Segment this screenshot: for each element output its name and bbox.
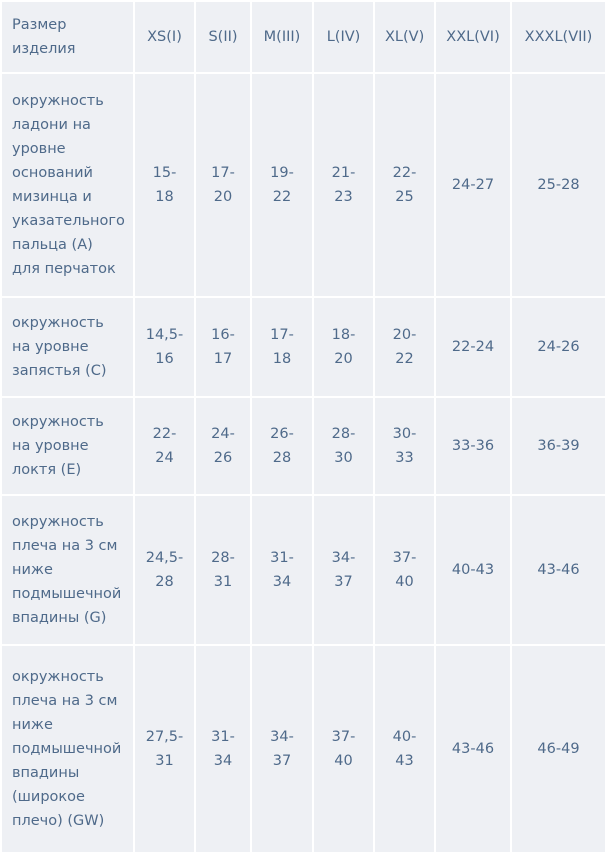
size-value: 37-40 bbox=[312, 644, 375, 854]
header-label: Размер изделия bbox=[0, 0, 135, 74]
table-row: окружность ладони на уровне оснований ми… bbox=[0, 72, 605, 298]
size-value: 22-24 bbox=[434, 296, 512, 398]
size-header: XS(I) bbox=[133, 0, 196, 74]
size-value: 22-25 bbox=[373, 72, 436, 298]
size-value: 20-22 bbox=[373, 296, 436, 398]
row-label: окружность на уровне локтя (E) bbox=[0, 396, 135, 496]
size-value: 24,5-28 bbox=[133, 494, 196, 646]
size-value: 43-46 bbox=[510, 494, 605, 646]
row-label: окружность на уровне запястья (C) bbox=[0, 296, 135, 398]
size-value: 36-39 bbox=[510, 396, 605, 496]
size-value: 27,5-31 bbox=[133, 644, 196, 854]
size-value: 37-40 bbox=[373, 494, 436, 646]
size-value: 24-26 bbox=[194, 396, 252, 496]
size-value: 33-36 bbox=[434, 396, 512, 496]
size-value: 14,5-16 bbox=[133, 296, 196, 398]
size-value: 25-28 bbox=[510, 72, 605, 298]
size-value: 40-43 bbox=[373, 644, 436, 854]
size-value: 31-34 bbox=[194, 644, 252, 854]
size-value: 22-24 bbox=[133, 396, 196, 496]
table-row: окружность на уровне запястья (C) 14,5-16… bbox=[0, 296, 605, 398]
size-value: 18-20 bbox=[312, 296, 375, 398]
size-value: 30-33 bbox=[373, 396, 436, 496]
size-value: 40-43 bbox=[434, 494, 512, 646]
size-value: 26-28 bbox=[250, 396, 314, 496]
size-value: 17-20 bbox=[194, 72, 252, 298]
table-row: окружность на уровне локтя (E) 22-24 24-26… bbox=[0, 396, 605, 496]
size-value: 21-23 bbox=[312, 72, 375, 298]
row-label: окружность ладони на уровне оснований ми… bbox=[0, 72, 135, 298]
size-value: 28-30 bbox=[312, 396, 375, 496]
size-value: 24-27 bbox=[434, 72, 512, 298]
size-value: 34-37 bbox=[250, 644, 314, 854]
size-header: XXL(VI) bbox=[434, 0, 512, 74]
row-label: окружность плеча на 3 см ниже подмышечно… bbox=[0, 494, 135, 646]
size-value: 31-34 bbox=[250, 494, 314, 646]
size-value: 16-17 bbox=[194, 296, 252, 398]
size-value: 46-49 bbox=[510, 644, 605, 854]
size-value: 43-46 bbox=[434, 644, 512, 854]
size-value: 24-26 bbox=[510, 296, 605, 398]
size-value: 17-18 bbox=[250, 296, 314, 398]
header-row: Размер изделия XS(I) S(II) M(III) L(IV) XL(V… bbox=[0, 0, 605, 74]
size-header: XL(V) bbox=[373, 0, 436, 74]
size-header: S(II) bbox=[194, 0, 252, 74]
table-row: окружность плеча на 3 см ниже подмышечно… bbox=[0, 494, 605, 646]
row-label: окружность плеча на 3 см ниже подмышечно… bbox=[0, 644, 135, 854]
size-value: 15-18 bbox=[133, 72, 196, 298]
size-header: M(III) bbox=[250, 0, 314, 74]
size-value: 28-31 bbox=[194, 494, 252, 646]
size-header: XXXL(VII) bbox=[510, 0, 605, 74]
size-value: 34-37 bbox=[312, 494, 375, 646]
table-row: окружность плеча на 3 см ниже подмышечно… bbox=[0, 644, 605, 854]
size-header: L(IV) bbox=[312, 0, 375, 74]
size-value: 19-22 bbox=[250, 72, 314, 298]
